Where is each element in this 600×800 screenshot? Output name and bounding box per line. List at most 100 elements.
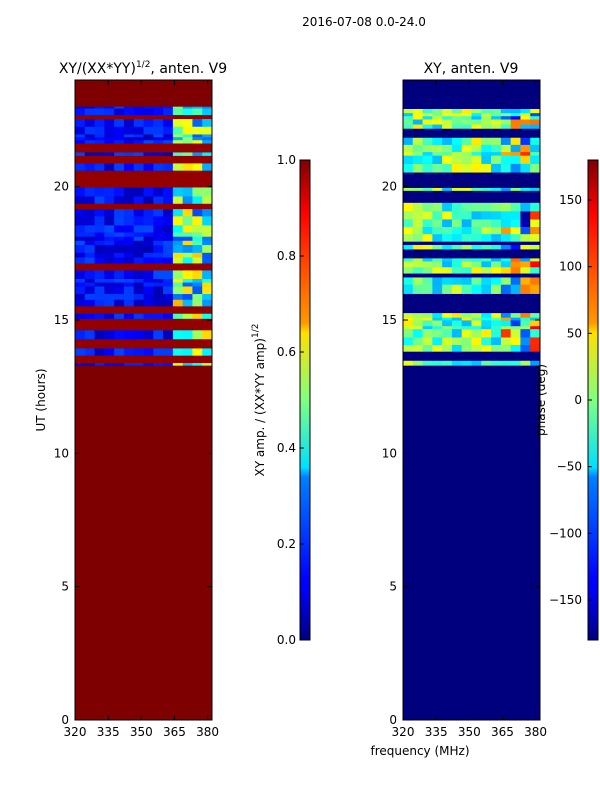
left-heatmap-cell (172, 329, 184, 340)
right-heatmap-cell (432, 266, 443, 274)
right-heatmap-cell (510, 219, 521, 228)
left-heatmap-cell (182, 203, 193, 210)
right-heatmap-cell (530, 202, 540, 212)
left-heatmap-cell (114, 282, 125, 287)
right-heatmap-cell (500, 226, 512, 235)
right-heatmap-cell (500, 144, 512, 153)
right-heatmap-cell (422, 293, 433, 303)
left-heatmap-cell (104, 106, 115, 109)
left-heatmap-cell (84, 163, 96, 171)
right-heatmap-cell (491, 233, 502, 242)
right-heatmap-cell (422, 254, 433, 259)
right-heatmap-cell (442, 249, 453, 255)
left-heatmap-cell (172, 170, 184, 180)
left-ytick-label: 0 (61, 713, 69, 727)
right-heatmap-cell (403, 112, 414, 117)
left-heatmap-cell (163, 355, 174, 363)
left-heatmap-cell (192, 152, 203, 156)
left-heatmap-cell (192, 263, 203, 271)
left-heatmap-cell (192, 299, 203, 307)
left-heatmap-cell (153, 306, 164, 314)
left-heatmap-cell (163, 114, 174, 120)
left-heatmap-cell (84, 155, 96, 164)
right-heatmap-cell (481, 356, 492, 361)
left-heatmap-cell (123, 263, 135, 271)
right-heatmap-cell (422, 128, 433, 138)
right-heatmap-cell (500, 325, 512, 330)
right-heatmap-cell (530, 128, 540, 138)
right-heatmap-cell (530, 284, 540, 294)
left-heatmap-cell (182, 152, 193, 156)
right-ytick-label: 20 (382, 180, 397, 194)
right-heatmap-cell (461, 219, 472, 228)
left-heatmap-cell (84, 170, 96, 180)
right-heatmap-cell (461, 317, 472, 321)
left-heatmap-cell (75, 155, 86, 164)
right-heatmap-cell (530, 351, 540, 358)
right-xtick-label: 365 (491, 725, 514, 739)
left-heatmap-cell (133, 257, 144, 264)
left-heatmap-cell (163, 203, 174, 210)
left-heatmap-cell (202, 232, 212, 237)
right-heatmap-cell (412, 155, 424, 164)
left-heatmap-cell (182, 170, 193, 180)
right-heatmap-cell (530, 277, 540, 285)
right-heatmap-cell (432, 261, 443, 268)
right-heatmap-cell (403, 249, 414, 255)
right-heatmap-bands (403, 106, 540, 366)
right-heatmap-cell (520, 233, 531, 242)
left-heatmap-cell (192, 348, 203, 356)
left-heatmap-cell (114, 286, 125, 295)
left-heatmap-cell (172, 293, 184, 300)
right-heatmap-cell (432, 258, 443, 262)
left-heatmap-cell (202, 329, 212, 340)
right-heatmap-cell (461, 241, 472, 245)
left-heatmap-cell (114, 139, 125, 144)
right-heatmap-cell (461, 106, 472, 109)
left-heatmap-cell (84, 139, 96, 144)
right-heatmap-cell (500, 249, 512, 255)
right-heatmap-cell (520, 108, 531, 114)
left-heatmap-cell (163, 232, 174, 237)
right-heatmap-cell (432, 337, 443, 345)
left-heatmap-cell (163, 252, 174, 258)
left-heatmap-cell (163, 163, 174, 171)
left-panel-title-rest: , anten. V9 (150, 61, 227, 77)
left-heatmap-cell (104, 240, 115, 246)
right-heatmap-cell (471, 163, 482, 173)
left-heatmap-cell (143, 362, 154, 366)
right-heatmap-cell (403, 328, 414, 338)
left-heatmap-cell (84, 143, 96, 147)
left-heatmap-cell (143, 299, 154, 307)
right-heatmap-cell (471, 193, 482, 203)
left-heatmap-cell (202, 344, 212, 349)
right-heatmap-cell (481, 108, 492, 114)
left-heatmap-cell (163, 155, 174, 164)
right-heatmap-cell (451, 128, 463, 138)
left-heatmap-cell (143, 187, 154, 197)
left-heatmap-cell (143, 152, 154, 156)
right-heatmap-cell (481, 258, 492, 262)
left-heatmap-cell (163, 244, 174, 253)
right-heatmap-cell (520, 305, 531, 314)
left-heatmap-cell (202, 196, 212, 204)
right-heatmap-cell (461, 258, 472, 262)
right-heatmap-cell (491, 202, 502, 212)
right-heatmap-cell (481, 344, 492, 352)
left-heatmap-cell (143, 252, 154, 258)
right-heatmap-cell (422, 178, 433, 188)
left-heatmap-cell (153, 278, 164, 283)
right-heatmap-cell (403, 337, 414, 345)
right-heatmap-cell (451, 305, 463, 314)
right-heatmap-cell (530, 172, 540, 180)
right-heatmap-cell (461, 344, 472, 352)
left-heatmap-cell (104, 146, 115, 153)
left-heatmap-cell (104, 187, 115, 197)
right-heatmap-cell (442, 328, 453, 338)
left-heatmap-cell (172, 240, 184, 246)
right-heatmap-cell (451, 115, 463, 120)
right-heatmap-cell (461, 112, 472, 117)
left-heatmap-cell (123, 236, 135, 241)
left-heatmap-cell (114, 152, 125, 156)
left-heatmap-cell (172, 348, 184, 356)
